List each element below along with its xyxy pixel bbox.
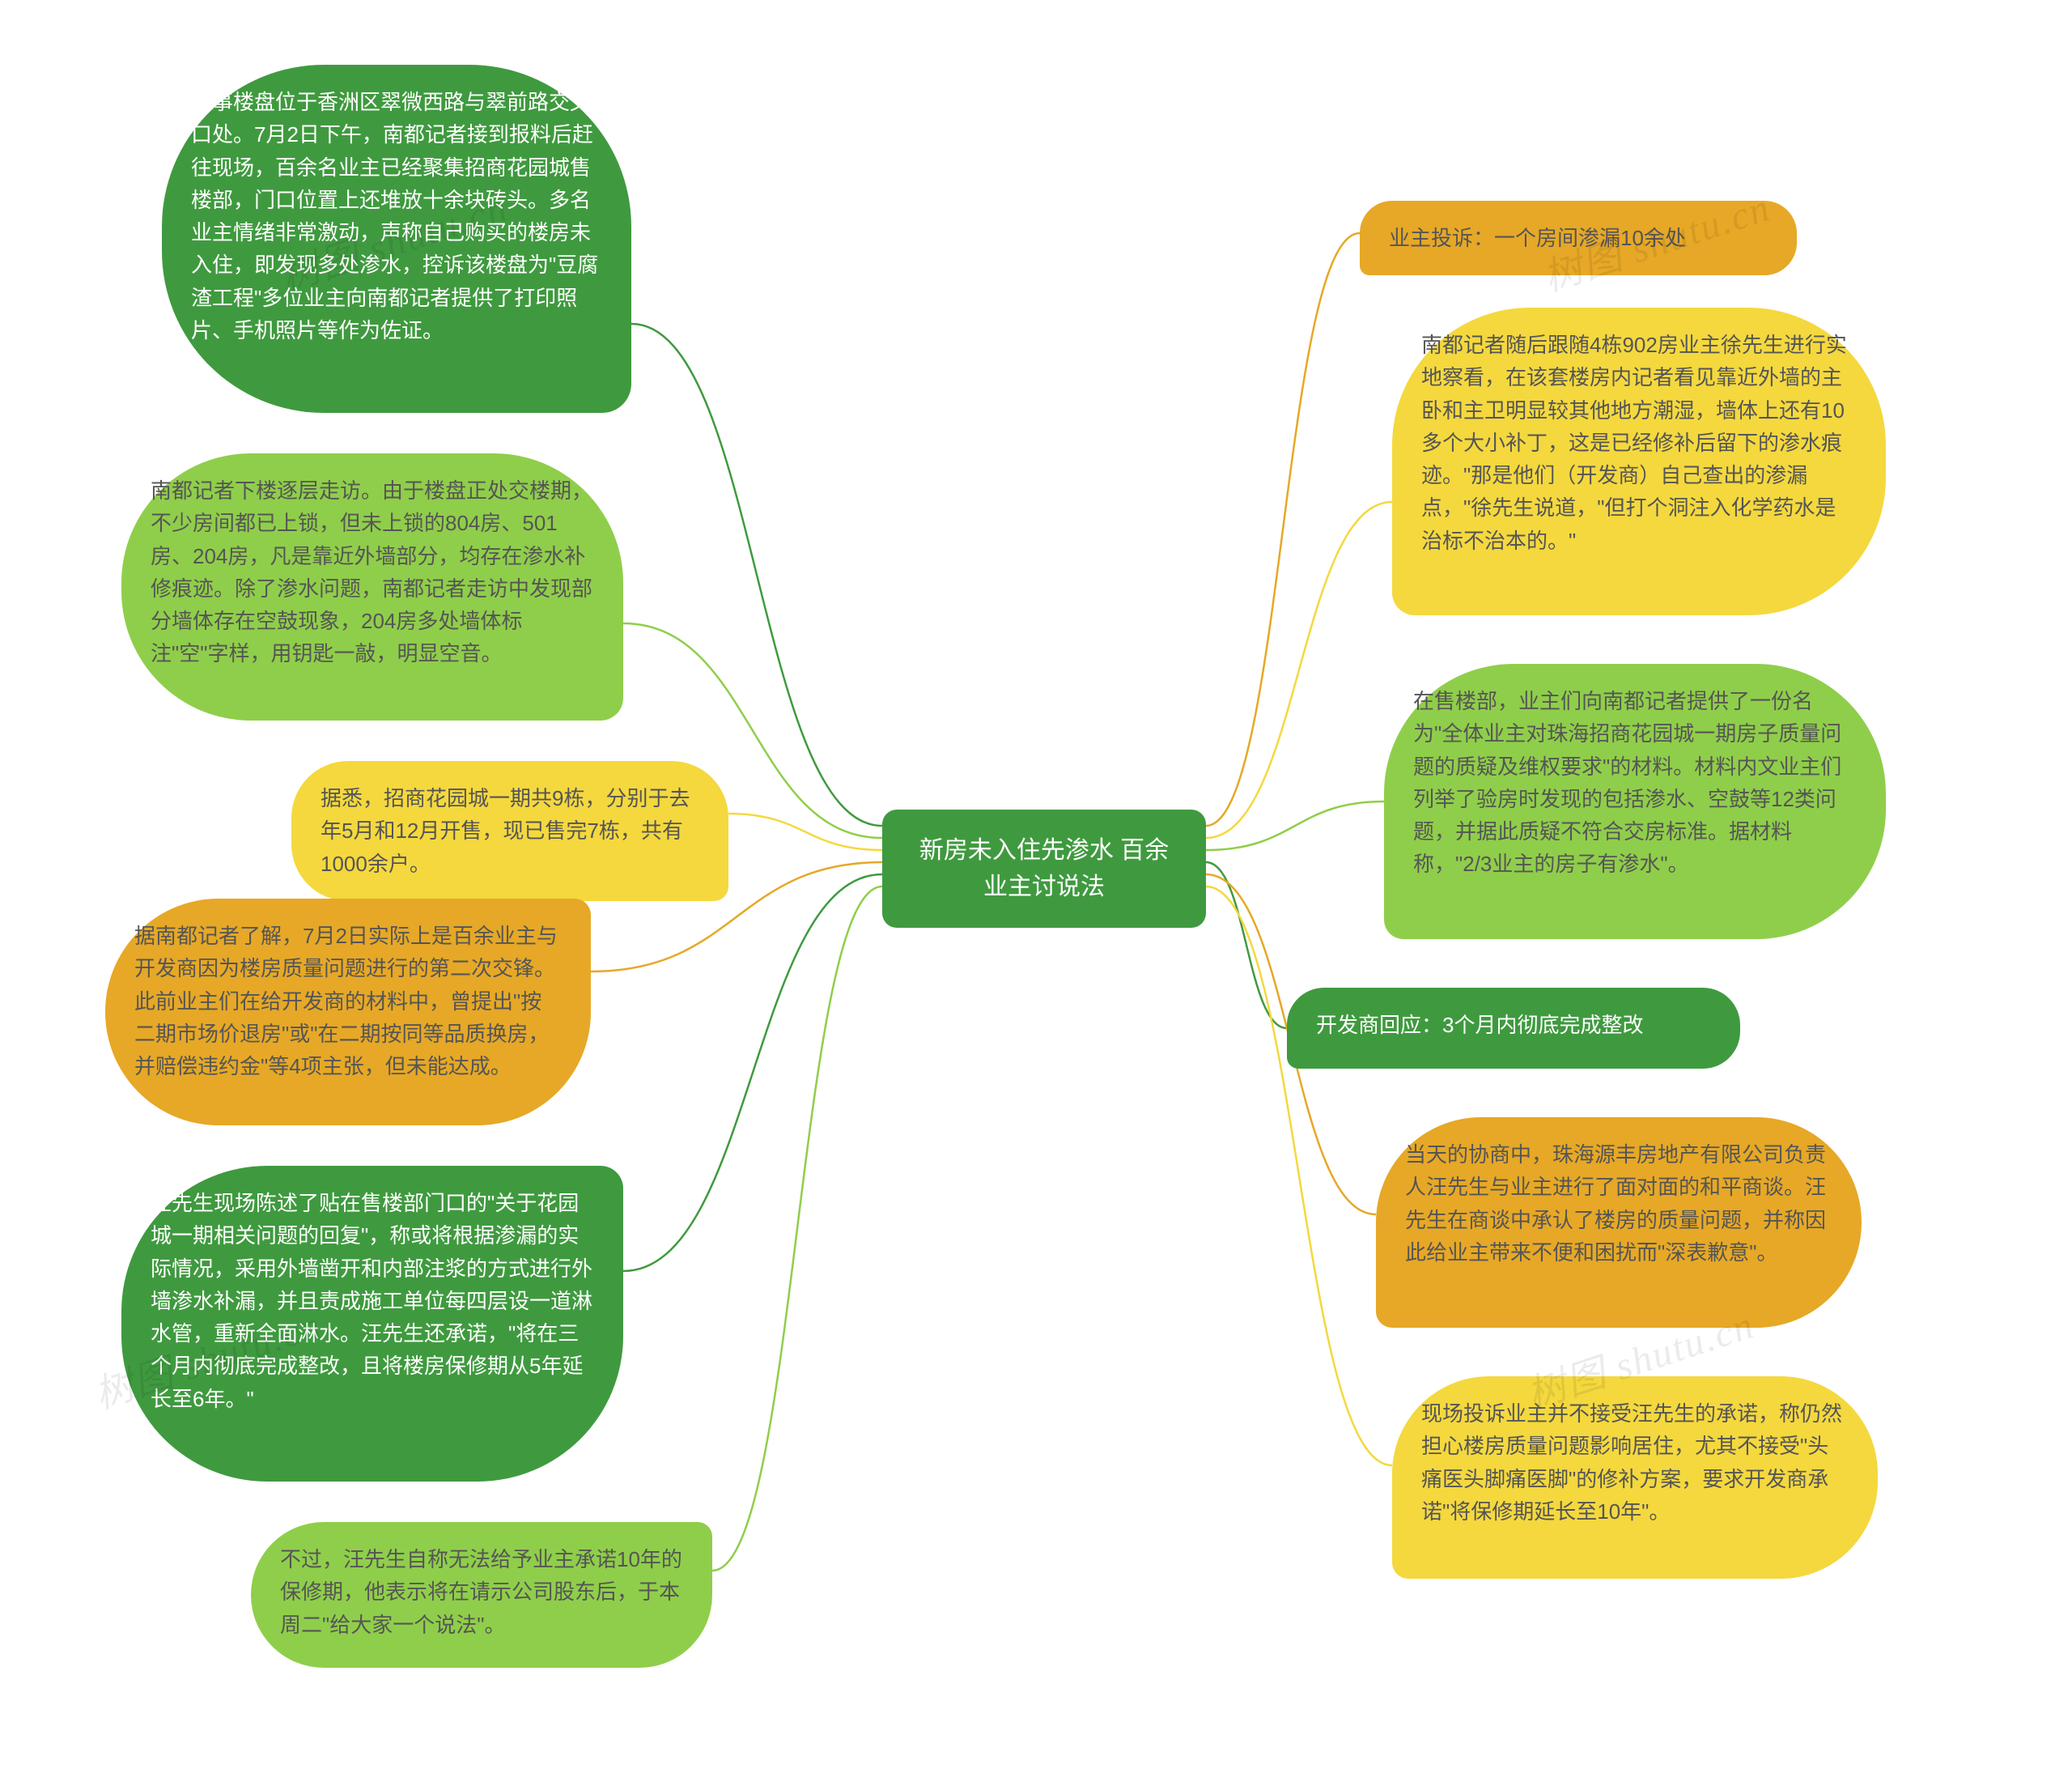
connector <box>1206 801 1384 850</box>
node-text: 当天的协商中，珠海源丰房地产有限公司负责人汪先生与业主进行了面对面的和平商谈。汪… <box>1405 1142 1826 1265</box>
node-text: 在售楼部，业主们向南都记者提供了一份名为"全体业主对珠海招商花园城一期房子质量问… <box>1413 689 1841 876</box>
connector <box>1206 502 1392 838</box>
node-text: 南都记者下楼逐层走访。由于楼盘正处交楼期，不少房间都已上锁，但未上锁的804房、… <box>151 478 592 665</box>
center-title: 新房未入住先渗水 百余业主讨说法 <box>915 832 1174 905</box>
node-text: 涉事楼盘位于香洲区翠微西路与翠前路交叉口处。7月2日下午，南都记者接到报料后赶往… <box>191 90 598 342</box>
node-text: 据南都记者了解，7月2日实际上是百余业主与开发商因为楼房质量问题进行的第二次交锋… <box>134 924 558 1078</box>
node-text: 南都记者随后跟随4栋902房业主徐先生进行实地察看，在该套楼房内记者看见靠近外墙… <box>1421 333 1847 553</box>
node-text: 据悉，招商花园城一期共9栋，分别于去年5月和12月开售，现已售完7栋，共有100… <box>321 786 690 876</box>
mindmap-node-L4: 据南都记者了解，7月2日实际上是百余业主与开发商因为楼房质量问题进行的第二次交锋… <box>105 899 591 1125</box>
node-text: 开发商回应：3个月内彻底完成整改 <box>1316 1013 1643 1037</box>
node-text: 业主投诉：一个房间渗漏10余处 <box>1389 226 1686 250</box>
node-text: 现场投诉业主并不接受汪先生的承诺，称仍然担心楼房质量问题影响居住，尤其不接受"头… <box>1421 1401 1842 1524</box>
mindmap-node-L6: 不过，汪先生自称无法给予业主承诺10年的保修期，他表示将在请示公司股东后，于本周… <box>251 1522 712 1668</box>
connector <box>1206 233 1360 826</box>
mindmap-node-R2: 南都记者随后跟随4栋902房业主徐先生进行实地察看，在该套楼房内记者看见靠近外墙… <box>1392 308 1886 615</box>
mindmap-node-R3: 在售楼部，业主们向南都记者提供了一份名为"全体业主对珠海招商花园城一期房子质量问… <box>1384 664 1886 939</box>
mindmap-node-R1: 业主投诉：一个房间渗漏10余处 <box>1360 201 1797 275</box>
mindmap-node-R6: 现场投诉业主并不接受汪先生的承诺，称仍然担心楼房质量问题影响居住，尤其不接受"头… <box>1392 1376 1878 1579</box>
connector <box>728 814 882 850</box>
mindmap-node-L5: 汪先生现场陈述了贴在售楼部门口的"关于花园城一期相关问题的回复"，称或将根据渗漏… <box>121 1166 623 1482</box>
connector <box>631 324 882 826</box>
center-node: 新房未入住先渗水 百余业主讨说法 <box>882 810 1206 928</box>
node-text: 不过，汪先生自称无法给予业主承诺10年的保修期，他表示将在请示公司股东后，于本周… <box>280 1547 682 1637</box>
mindmap-node-R5: 当天的协商中，珠海源丰房地产有限公司负责人汪先生与业主进行了面对面的和平商谈。汪… <box>1376 1117 1862 1328</box>
mindmap-node-L2: 南都记者下楼逐层走访。由于楼盘正处交楼期，不少房间都已上锁，但未上锁的804房、… <box>121 453 623 721</box>
connector <box>1206 862 1287 1028</box>
mindmap-node-L1: 涉事楼盘位于香洲区翠微西路与翠前路交叉口处。7月2日下午，南都记者接到报料后赶往… <box>162 65 631 413</box>
mindmap-node-L3: 据悉，招商花园城一期共9栋，分别于去年5月和12月开售，现已售完7栋，共有100… <box>291 761 728 901</box>
connector <box>712 886 882 1571</box>
connector <box>623 874 882 1271</box>
node-text: 汪先生现场陈述了贴在售楼部门口的"关于花园城一期相关问题的回复"，称或将根据渗漏… <box>151 1191 592 1411</box>
mindmap-node-R4: 开发商回应：3个月内彻底完成整改 <box>1287 988 1740 1069</box>
connector <box>1206 886 1392 1465</box>
